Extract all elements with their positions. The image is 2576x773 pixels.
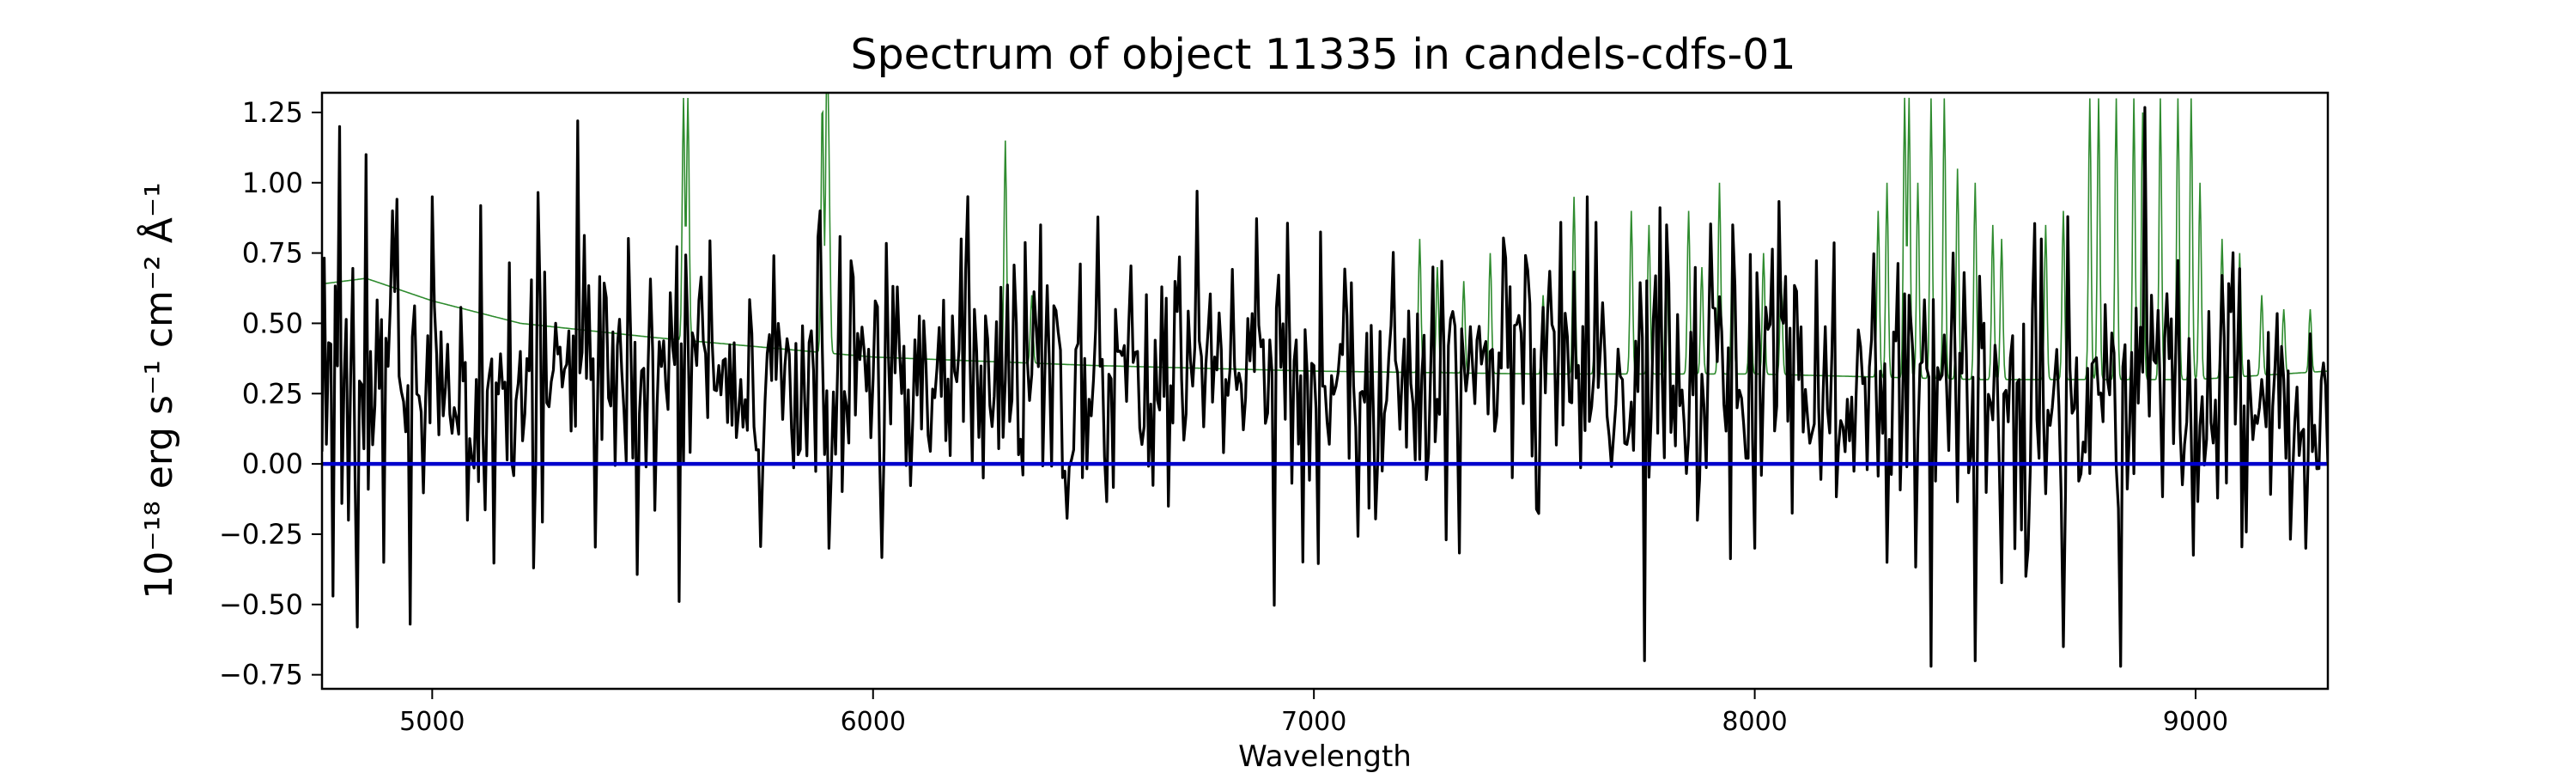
x-tick-label: 8000	[1722, 707, 1787, 737]
flux-spectrum-line	[322, 106, 2328, 668]
y-tick-label: −0.75	[219, 659, 303, 691]
x-tick-label: 6000	[841, 707, 906, 737]
x-tick-label: 7000	[1281, 707, 1346, 737]
plot-area	[320, 91, 2330, 691]
model-spectrum-line	[322, 93, 2328, 381]
y-tick-label: 0.75	[242, 237, 303, 270]
y-tick-label: 0.50	[242, 307, 303, 339]
y-axis: 1.25 1.00 0.75 0.50 0.25 0.00 −0.25 −0.50 −0.75	[219, 96, 322, 691]
x-axis-label: Wavelength	[1238, 740, 1412, 773]
y-axis-label: 10⁻¹⁸ erg s⁻¹ cm⁻² Å⁻¹	[136, 182, 181, 599]
y-tick-label: 1.25	[242, 96, 303, 129]
y-tick-label: −0.25	[219, 518, 303, 551]
x-tick-label: 5000	[399, 707, 465, 737]
y-tick-label: −0.50	[219, 588, 303, 621]
x-axis: 5000 6000 7000 8000 9000	[399, 689, 2228, 737]
y-tick-label: 0.25	[242, 377, 303, 410]
plot-frame	[320, 91, 2330, 691]
y-tick-label: 1.00	[242, 167, 303, 199]
y-tick-label: 0.00	[242, 447, 303, 480]
chart-title: Spectrum of object 11335 in candels-cdfs…	[850, 30, 1795, 79]
x-tick-label: 9000	[2163, 707, 2228, 737]
